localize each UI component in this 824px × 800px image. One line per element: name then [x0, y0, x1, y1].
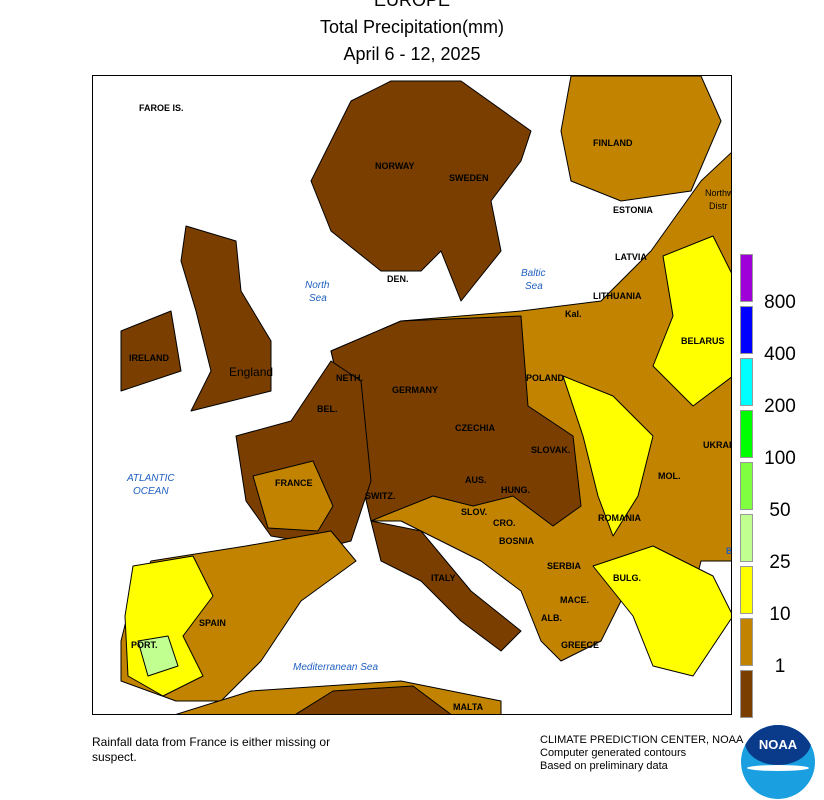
- label-bulgaria: BULG.: [613, 573, 641, 583]
- label-italy: ITALY: [431, 573, 456, 583]
- legend-label: 100: [764, 448, 796, 469]
- label-northwest: Northw: [705, 188, 732, 198]
- label-finland: FINLAND: [593, 138, 633, 148]
- land-central-dry: [330, 315, 582, 527]
- legend-swatch: [740, 306, 753, 354]
- legend-swatch: [740, 566, 753, 614]
- land-finland: [560, 76, 722, 202]
- label-slovenia: SLOV.: [461, 507, 487, 517]
- land-italy: [370, 520, 522, 652]
- label-kaliningrad: Kal.: [565, 309, 582, 319]
- credit-contours: Computer generated contours: [540, 747, 687, 759]
- label-estonia: ESTONIA: [613, 205, 653, 215]
- legend-swatch: [740, 514, 753, 562]
- map-region-title: EUROPE: [373, 0, 451, 10]
- france-note-2: suspect.: [92, 750, 137, 764]
- land-north-africa-dry: [295, 685, 452, 714]
- map-svg: FAROE IS. NORWAY SWEDEN FINLAND ESTONIA …: [120, 76, 732, 714]
- label-france: FRANCE: [275, 478, 313, 488]
- precipitation-map: FAROE IS. NORWAY SWEDEN FINLAND ESTONIA …: [92, 75, 732, 715]
- label-austria: AUS.: [465, 475, 487, 485]
- label-malta: MALTA: [453, 702, 484, 712]
- label-greece: GREECE: [561, 640, 599, 650]
- legend-swatch: [740, 358, 753, 406]
- label-atlantic-1: ATLANTIC: [126, 473, 175, 484]
- legend-swatch: [740, 254, 753, 302]
- legend-swatch: [740, 410, 753, 458]
- label-belarus: BELARUS: [681, 336, 725, 346]
- label-lithuania: LITHUANIA: [593, 291, 642, 301]
- label-slovakia: SLOVAK.: [531, 445, 570, 455]
- label-north-sea-1: North: [305, 280, 330, 291]
- legend-swatch: [740, 670, 753, 718]
- land-east-wet: [562, 375, 654, 537]
- label-serbia: SERBIA: [547, 561, 582, 571]
- label-romania: ROMANIA: [598, 513, 641, 523]
- label-moldova: MOL.: [658, 471, 681, 481]
- label-sweden: SWEDEN: [449, 173, 489, 183]
- legend-label: 10: [769, 604, 791, 625]
- land-scandinavia: [310, 80, 532, 302]
- legend-swatch: [740, 618, 753, 666]
- label-latvia: LATVIA: [615, 252, 647, 262]
- land-iberia-green: [137, 635, 179, 677]
- legend-swatch: [740, 462, 753, 510]
- legend-label: 50: [769, 500, 791, 521]
- label-england: England: [229, 365, 273, 379]
- label-north-sea-2: Sea: [309, 293, 327, 304]
- label-bosnia: BOSNIA: [499, 536, 535, 546]
- noaa-logo-text: NOAA: [758, 737, 798, 752]
- noaa-logo: NOAA: [741, 725, 815, 799]
- legend-label: 200: [764, 396, 796, 417]
- label-norway: NORWAY: [375, 161, 415, 171]
- label-croatia: CRO.: [493, 518, 516, 528]
- label-spain: SPAIN: [199, 618, 226, 628]
- label-black-sea: B: [726, 546, 732, 556]
- legend-label: 800: [764, 292, 796, 313]
- legend-label: 1: [774, 656, 786, 677]
- legend-label: 25: [769, 552, 791, 573]
- land-ireland: [120, 310, 182, 392]
- label-hungary: HUNG.: [501, 485, 530, 495]
- label-baltic-sea-1: Baltic: [521, 268, 545, 279]
- label-atlantic-2: OCEAN: [133, 486, 169, 497]
- credit-preliminary: Based on preliminary data: [540, 760, 668, 772]
- label-netherlands: NETH.: [336, 373, 363, 383]
- land-britain: [180, 225, 272, 412]
- label-germany: GERMANY: [392, 385, 438, 395]
- map-period: April 6 - 12, 2025: [343, 44, 481, 64]
- land-belarus-wet: [652, 235, 731, 407]
- label-portugal: PORT.: [131, 640, 158, 650]
- label-district: Distr: [709, 201, 728, 211]
- land-france-inner: [252, 460, 334, 532]
- label-mediterranean: Mediterranean Sea: [293, 662, 378, 673]
- label-ireland: IRELAND: [129, 353, 169, 363]
- label-czechia: CZECHIA: [455, 423, 495, 433]
- label-ukraine: UKRAI: [703, 440, 732, 450]
- label-albania: ALB.: [541, 613, 562, 623]
- credit-cpc: CLIMATE PREDICTION CENTER, NOAA: [540, 734, 744, 746]
- legend-label: 400: [764, 344, 796, 365]
- france-note-1: Rainfall data from France is either miss…: [92, 735, 331, 749]
- map-title: Total Precipitation(mm): [319, 17, 505, 37]
- land-balkan-wet: [592, 545, 731, 677]
- label-faroe: FAROE IS.: [139, 103, 184, 113]
- label-switzerland: SWITZ.: [365, 491, 396, 501]
- label-poland: POLAND: [526, 373, 565, 383]
- label-belgium: BEL.: [317, 404, 338, 414]
- label-macedonia: MACE.: [560, 595, 589, 605]
- label-denmark: DEN.: [387, 274, 409, 284]
- label-baltic-sea-2: Sea: [525, 281, 543, 292]
